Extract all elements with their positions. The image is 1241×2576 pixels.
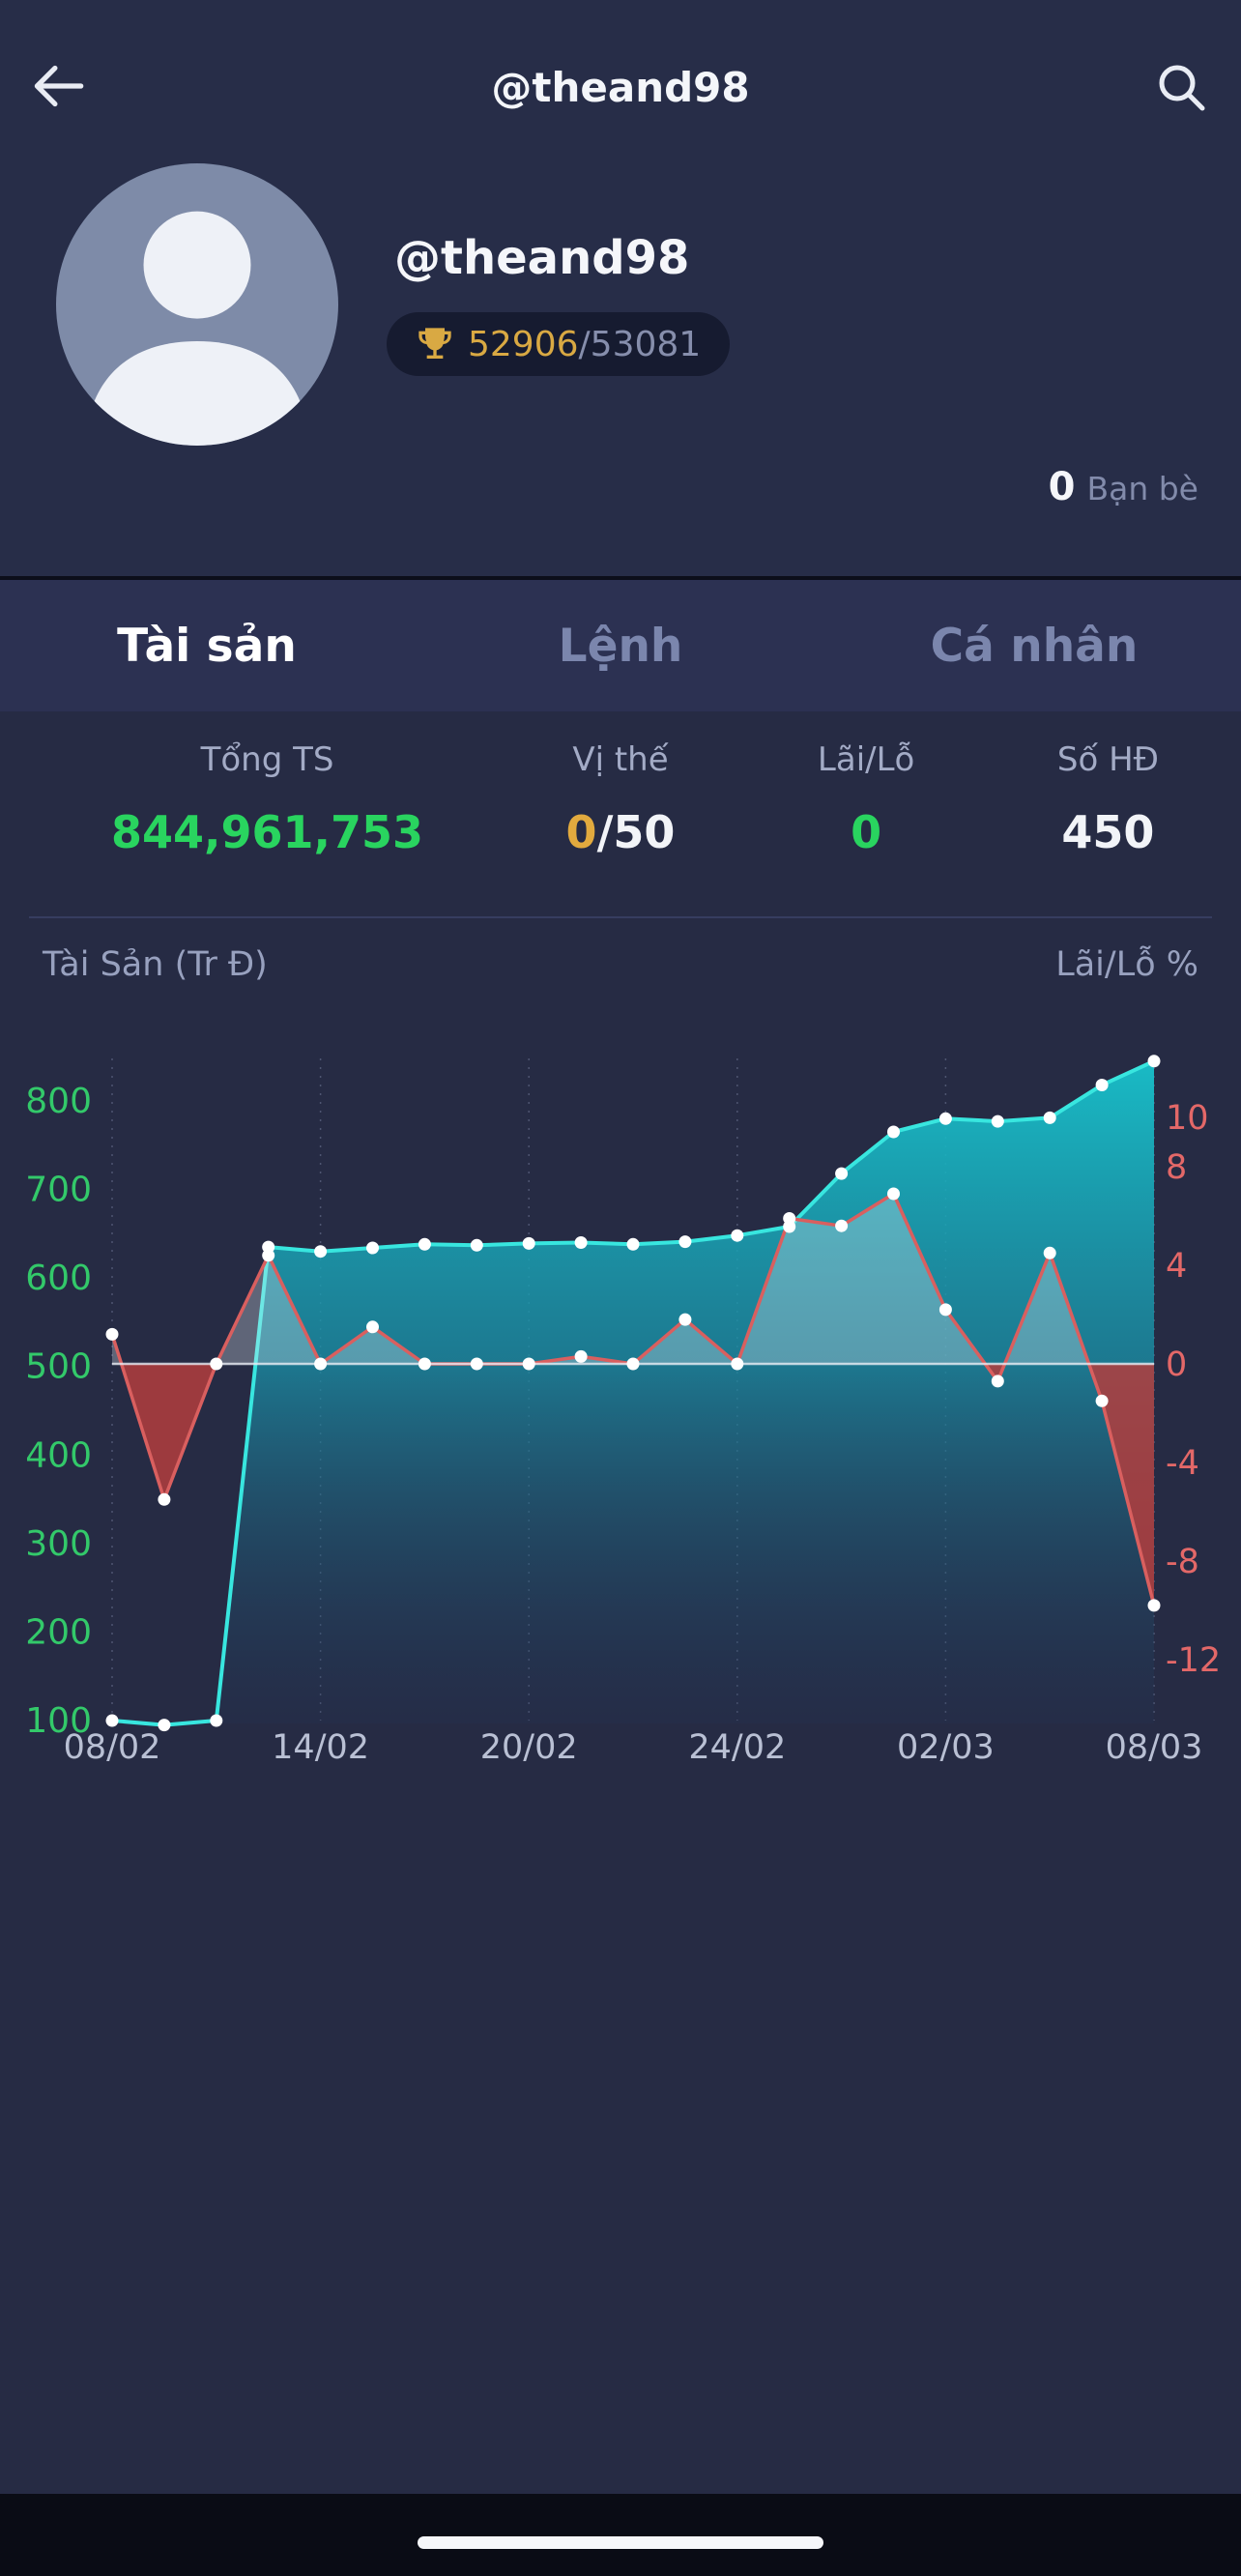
svg-text:-12: -12 [1166,1641,1221,1680]
search-button[interactable] [1152,58,1210,119]
stats-divider [29,916,1212,918]
asset-area [112,1060,1154,1725]
rank-current: 52906 [468,324,579,364]
svg-text:4: 4 [1166,1247,1187,1286]
bottom-bar [0,2494,1241,2576]
svg-text:0: 0 [1166,1346,1187,1384]
stat-tong-ts: Tổng TS 844,961,753 [111,740,423,918]
back-button[interactable] [25,54,89,121]
left-axis-labels: 800 700 600 500 400 300 200 100 [25,1082,92,1741]
profit-area-positive [112,1194,1154,1364]
svg-text:600: 600 [25,1259,92,1298]
avatar[interactable] [56,163,338,446]
profile-section: @theand98 52906/53081 0 Bạn bè [0,159,1241,576]
stat-so-hd: Số HĐ 450 [1057,740,1159,918]
svg-text:-8: -8 [1166,1543,1199,1581]
svg-text:8: 8 [1166,1148,1187,1187]
svg-text:02/03: 02/03 [897,1728,995,1767]
stat-label-vi-the: Vị thế [572,740,669,779]
stat-vi-the: Vị thế 0/50 [566,740,676,918]
right-axis-labels: 10 8 4 0 -4 -8 -12 [1166,1099,1221,1680]
svg-text:08/03: 08/03 [1106,1728,1203,1767]
chart-right-axis-title: Lãi/Lỗ % [1055,945,1198,984]
stat-label-so-hd: Số HĐ [1056,740,1159,779]
rank-badge[interactable]: 52906/53081 [387,312,731,376]
arrow-left-icon [34,65,84,107]
friends-count: 0 [1048,465,1076,509]
friends-row[interactable]: 0 Bạn bè [1049,465,1198,509]
tab-lenh[interactable]: Lệnh [558,619,683,673]
stat-value-lai-lo: 0 [851,806,882,858]
data-points [105,1055,1161,1732]
rank-text: 52906/53081 [468,325,701,364]
search-icon [1159,65,1205,111]
stat-value-vi-the: 0/50 [566,806,676,858]
svg-text:100: 100 [25,1701,92,1741]
stat-value-vi-the-max: /50 [596,806,676,858]
svg-text:24/02: 24/02 [688,1728,786,1767]
tab-tai-san[interactable]: Tài sản [117,619,297,673]
svg-text:500: 500 [25,1347,92,1387]
x-axis-labels: 08/02 14/02 20/02 24/02 02/03 08/03 [64,1728,1203,1767]
stat-value-tong-ts: 844,961,753 [111,806,424,858]
svg-text:10: 10 [1166,1099,1209,1138]
svg-text:400: 400 [25,1435,92,1475]
chart-left-axis-title: Tài Sản (Tr Đ) [43,945,268,984]
home-indicator[interactable] [418,2536,823,2549]
stat-label-tong-ts: Tổng TS [200,740,334,779]
svg-text:-4: -4 [1166,1444,1199,1483]
rank-total: /53081 [578,324,702,364]
chart-header: Tài Sản (Tr Đ) Lãi/Lỗ % [43,945,1198,984]
section-divider [0,576,1241,580]
svg-text:300: 300 [25,1524,92,1564]
profile-username: @theand98 [394,231,690,285]
top-bar: @theand98 [0,0,1241,159]
asset-profit-chart[interactable]: 800 700 600 500 400 300 200 100 10 8 4 0 -4 -8 -12 08/0… [0,1020,1241,1783]
stat-value-so-hd: 450 [1061,806,1155,858]
trophy-icon [418,328,451,359]
svg-text:200: 200 [25,1612,92,1652]
person-icon [84,211,310,446]
friends-label: Bạn bè [1086,470,1198,507]
tab-bar: Tài sản Lệnh Cá nhân [0,580,1241,711]
stat-value-vi-the-open: 0 [565,806,597,858]
stats-summary: Tổng TS 844,961,753 Vị thế 0/50 Lãi/Lỗ 0… [0,711,1241,918]
svg-text:08/02: 08/02 [64,1728,161,1767]
svg-text:20/02: 20/02 [480,1728,578,1767]
svg-text:800: 800 [25,1082,92,1121]
svg-text:700: 700 [25,1171,92,1210]
page-title: @theand98 [491,64,750,111]
tab-ca-nhan[interactable]: Cá nhân [930,619,1139,673]
svg-text:14/02: 14/02 [272,1728,369,1767]
stat-label-lai-lo: Lãi/Lỗ [817,740,915,779]
stat-lai-lo: Lãi/Lỗ 0 [818,740,914,918]
